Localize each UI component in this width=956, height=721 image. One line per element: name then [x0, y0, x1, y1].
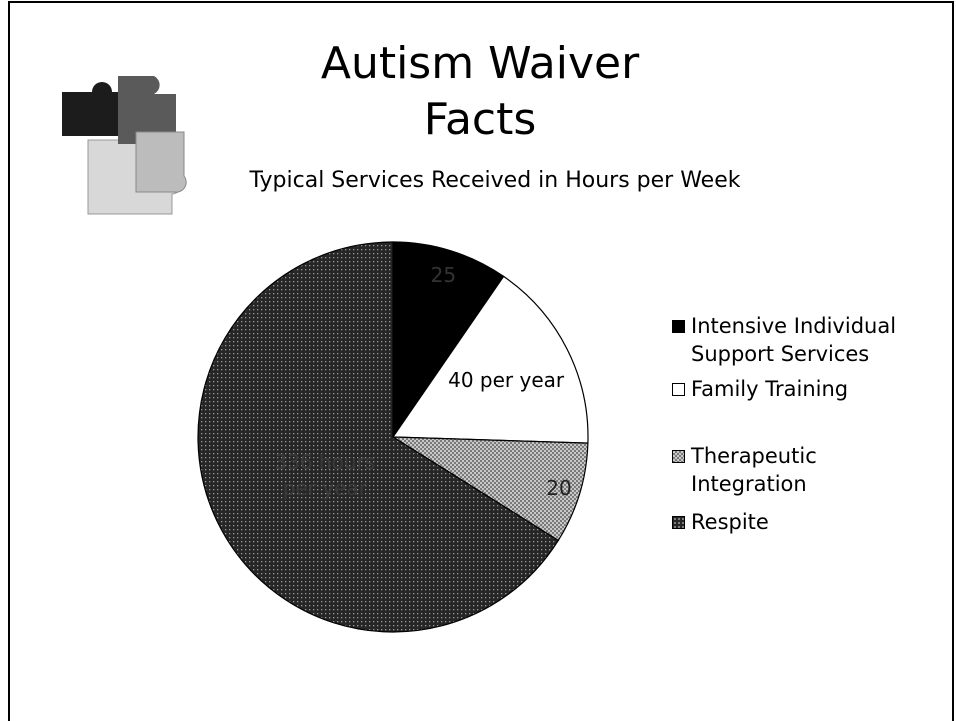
legend-item: Respite: [672, 508, 902, 536]
legend-swatch: [672, 320, 685, 333]
pie: [197, 241, 589, 633]
legend-swatch: [672, 383, 685, 396]
slide-border: [8, 1, 954, 721]
legend-item: Intensive Individual Support Services: [672, 312, 902, 368]
data-label: 20: [546, 475, 572, 500]
title: Autism Waiver Facts: [320, 38, 640, 145]
pie-slice: [392, 241, 505, 439]
pie-slice: [197, 241, 560, 633]
legend-label: Intensive Individual Support Services: [691, 314, 897, 366]
legend-swatch: [672, 450, 685, 463]
legend-label: Therapeutic Integration: [691, 444, 817, 496]
puzzle-icon: [62, 76, 187, 215]
legend-item: Family Training: [672, 375, 902, 403]
data-label: 25: [430, 263, 457, 287]
legend-label: Respite: [691, 510, 769, 534]
pie-slice: [391, 275, 589, 444]
legend-item: Therapeutic Integration: [672, 442, 902, 498]
data-label: 336 hours per year: [274, 449, 376, 500]
pie-slice: [390, 436, 589, 542]
legend-label: Family Training: [691, 377, 849, 401]
data-label: 40 per year: [448, 367, 565, 392]
legend-swatch: [672, 516, 685, 529]
chart-title: Typical Services Received in Hours per W…: [249, 168, 741, 193]
